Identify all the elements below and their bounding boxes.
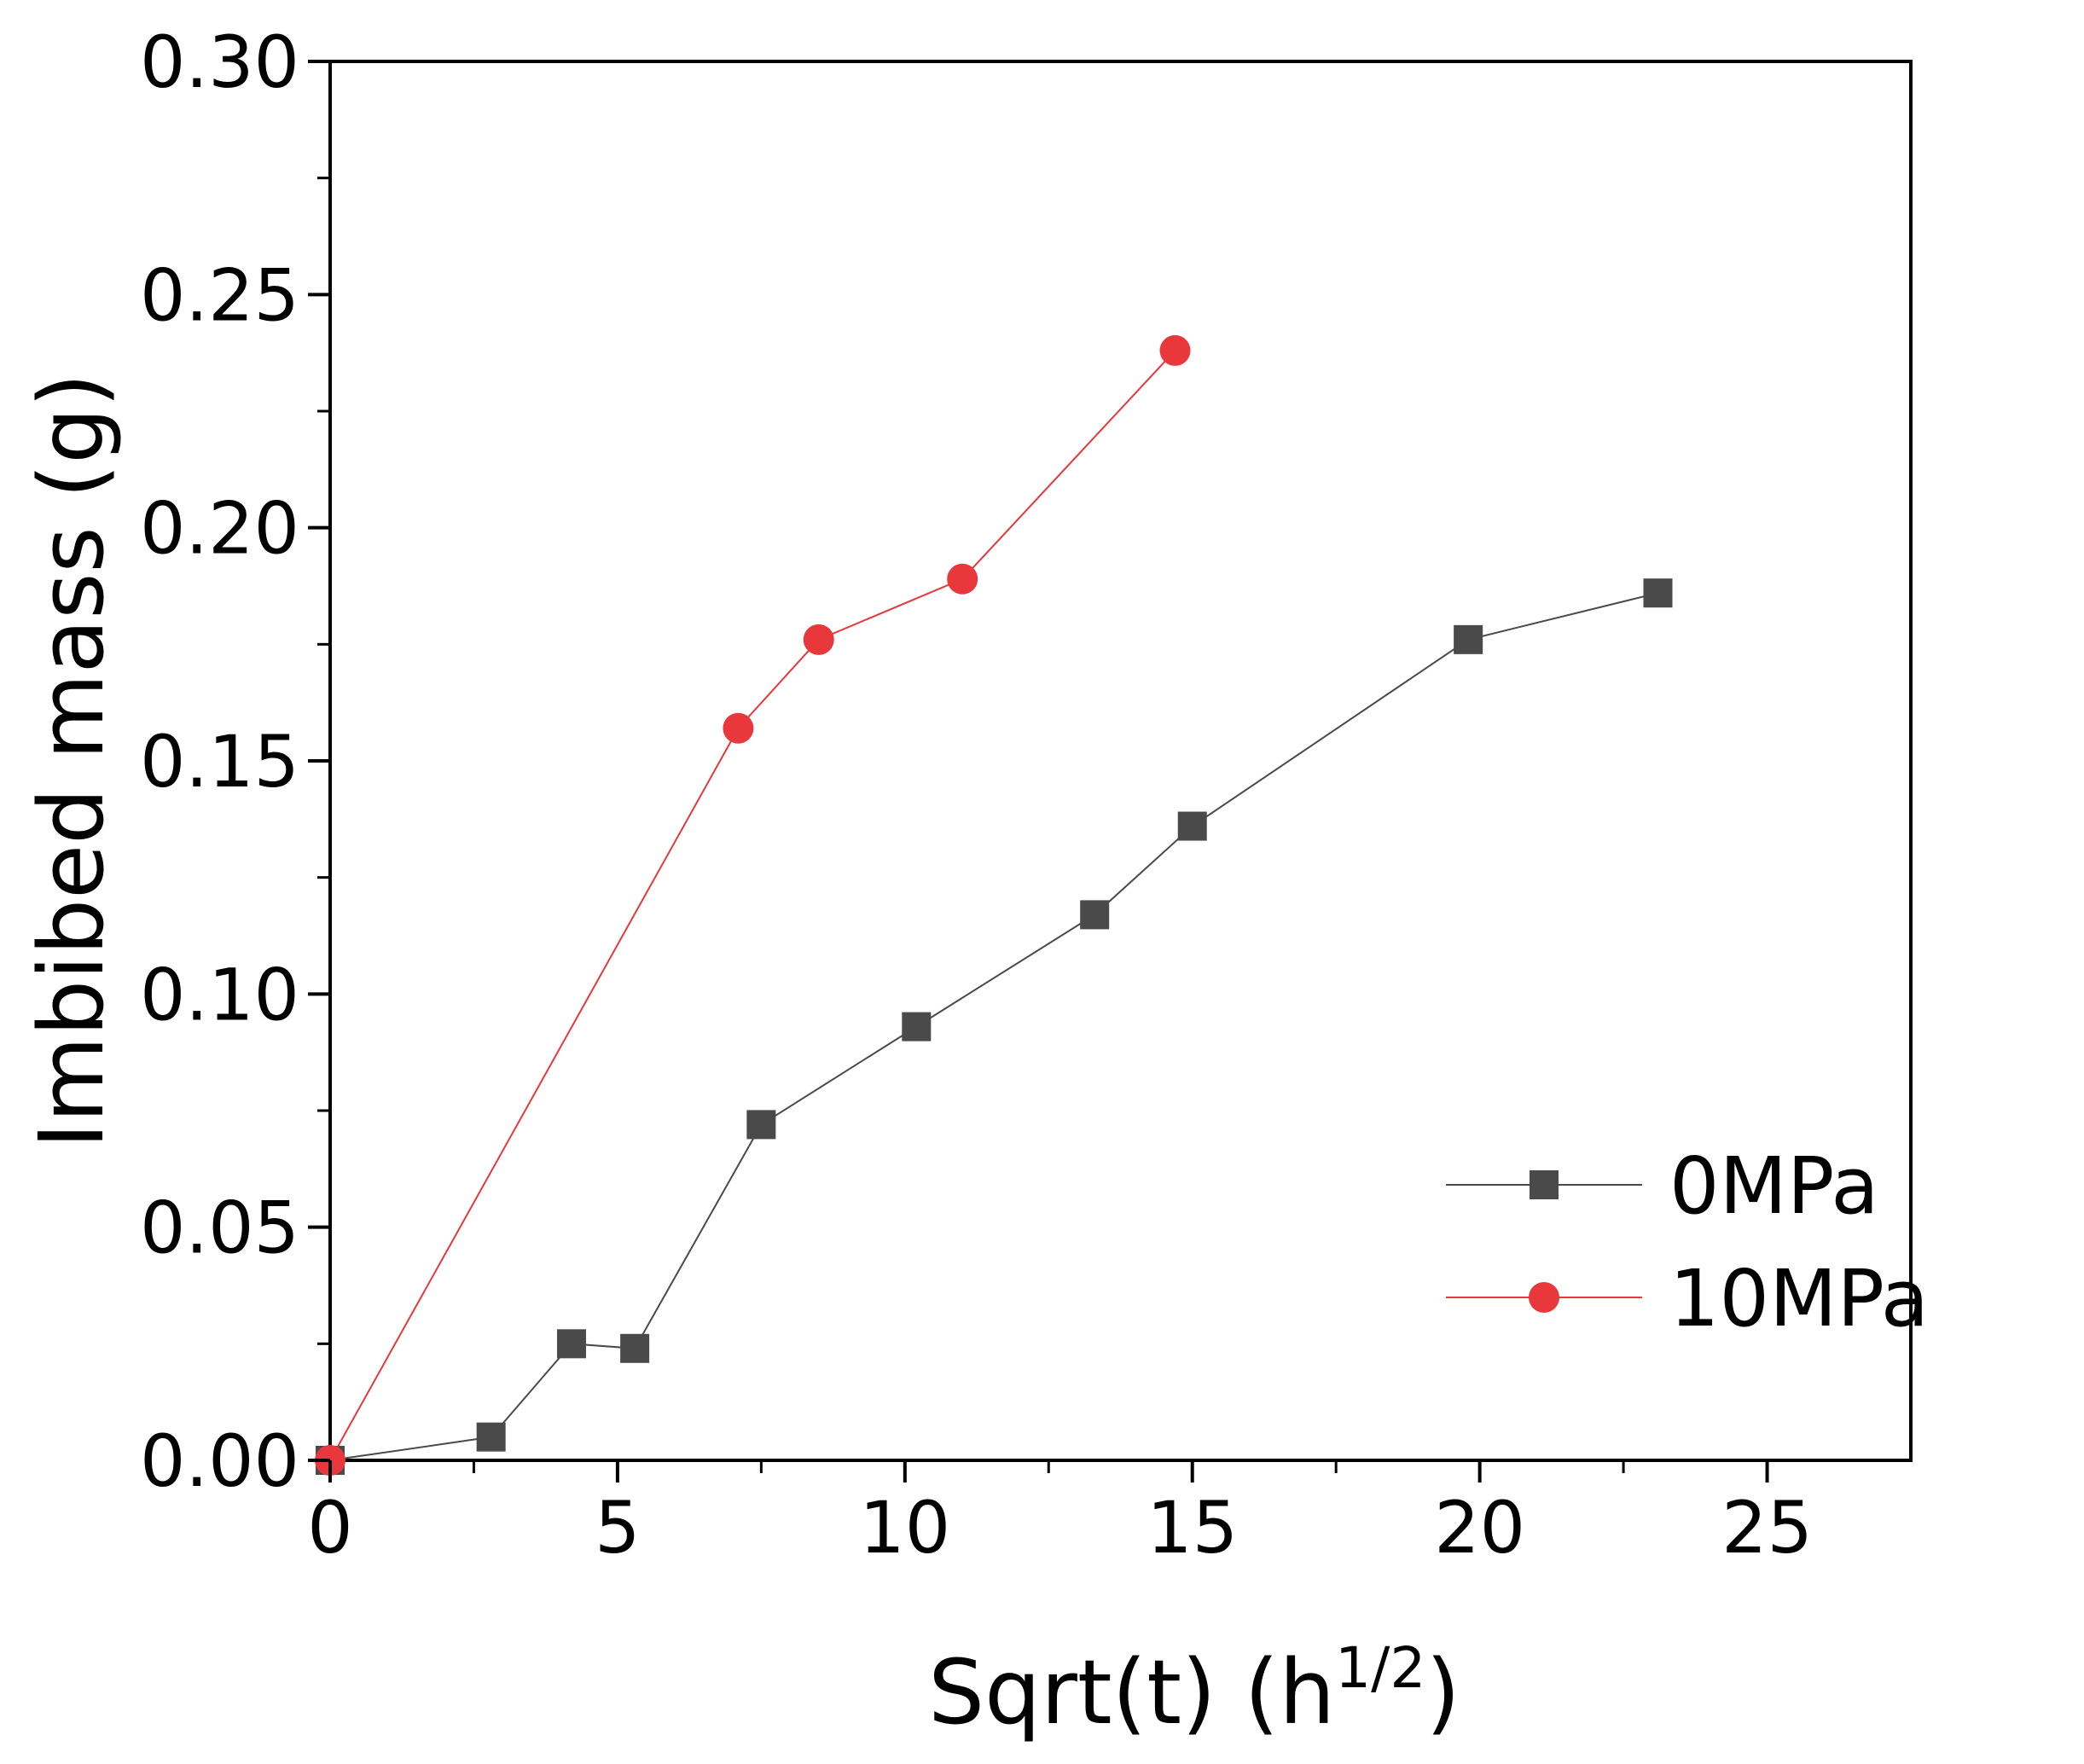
data-point-10mpa: [723, 712, 754, 744]
x-axis-title: Sqrt(t) (h1/2): [928, 1635, 1460, 1744]
data-point-0mpa: [557, 1329, 587, 1359]
data-point-10mpa: [947, 563, 978, 595]
legend-marker-0mpa: [1530, 1170, 1559, 1199]
x-axis-title-close: ): [1425, 1640, 1460, 1744]
x-tick-label: 0: [307, 1486, 352, 1570]
y-tick-label: 0.15: [140, 720, 299, 804]
data-point-0mpa: [1454, 624, 1483, 654]
data-point-0mpa: [1080, 900, 1110, 930]
y-axis-title: Imbibed mass (g): [20, 373, 124, 1149]
legend-label-0mpa: 0MPa: [1669, 1140, 1879, 1232]
data-point-0mpa: [746, 1110, 776, 1140]
series-line-0mpa: [329, 592, 1658, 1461]
data-point-0mpa: [1643, 578, 1673, 608]
x-axis-title-main: Sqrt(t) (h: [928, 1640, 1335, 1744]
data-point-0mpa: [902, 1012, 932, 1042]
x-tick-label: 20: [1434, 1486, 1525, 1570]
data-point-0mpa: [1177, 811, 1207, 841]
y-tick-label: 0.00: [140, 1419, 299, 1503]
y-tick-label: 0.30: [140, 20, 299, 104]
data-point-10mpa: [1159, 334, 1191, 366]
legend: 0MPa 10MPa: [1446, 1140, 1929, 1344]
plot-frame: [328, 60, 1913, 1462]
data-point-0mpa: [476, 1422, 506, 1452]
x-axis-title-superscript: 1/2: [1335, 1635, 1425, 1701]
x-tick-label: 10: [859, 1486, 950, 1570]
legend-marker-10mpa: [1529, 1282, 1559, 1313]
y-tick-label: 0.05: [140, 1187, 299, 1270]
x-tick-label: 5: [595, 1486, 640, 1570]
data-point-10mpa: [803, 624, 834, 655]
y-tick-label: 0.20: [140, 487, 299, 571]
y-tick-label: 0.10: [140, 953, 299, 1036]
legend-label-10mpa: 10MPa: [1669, 1253, 1929, 1344]
series-line-10mpa: [329, 350, 1176, 1461]
x-tick-label: 25: [1721, 1486, 1813, 1570]
x-tick-label: 15: [1146, 1486, 1238, 1570]
data-point-0mpa: [620, 1333, 650, 1363]
y-tick-label: 0.25: [140, 253, 299, 337]
